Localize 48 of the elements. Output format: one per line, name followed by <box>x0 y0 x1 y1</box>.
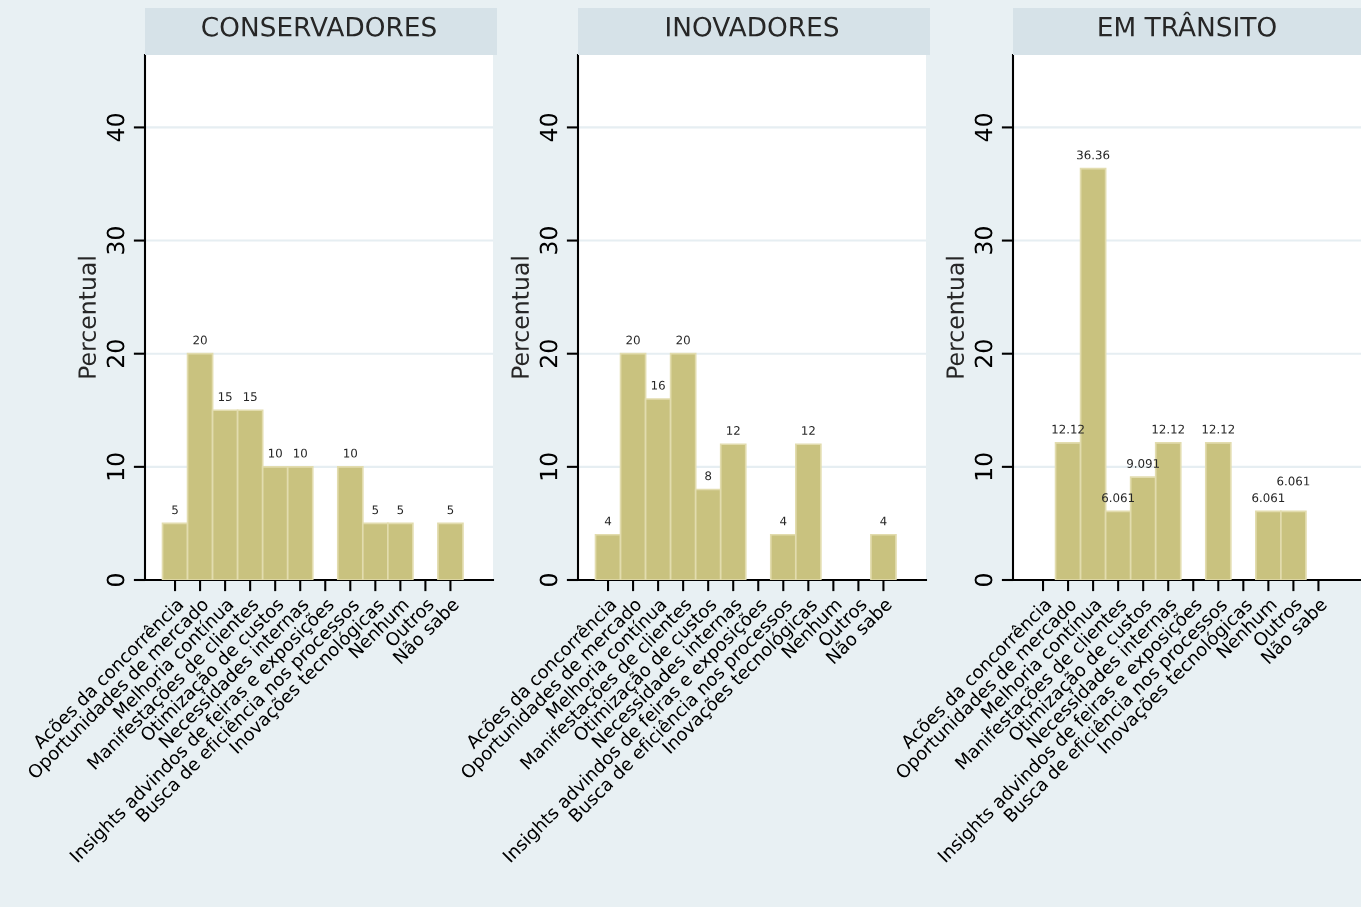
data-label: 6.061 <box>1252 493 1285 503</box>
y-tick-label: 30 <box>974 227 993 254</box>
bar <box>870 533 897 580</box>
data-label: 6.061 <box>1277 476 1310 486</box>
y-tick-label: 0 <box>974 574 993 586</box>
data-label: 4 <box>880 516 887 526</box>
y-axis-title: Percentual <box>510 257 530 378</box>
data-label: 15 <box>218 392 232 402</box>
data-label: 5 <box>397 505 404 515</box>
data-label: 12 <box>727 426 740 435</box>
data-label: 15 <box>243 392 257 402</box>
data-label: 5 <box>447 505 454 515</box>
y-tick-label: 10 <box>974 453 993 480</box>
y-tick-label: 40 <box>106 113 125 142</box>
y-tick-label: 0 <box>539 574 558 586</box>
chart-title: EM TRÂNSITO <box>1099 11 1276 37</box>
y-tick-label: 10 <box>106 453 125 480</box>
y-tick-label: 40 <box>974 113 993 142</box>
data-label: 20 <box>626 335 640 345</box>
data-label: 5 <box>372 505 379 515</box>
chart-title: CONSERVADORES <box>202 16 436 37</box>
y-axis-title: Percentual <box>77 257 97 378</box>
y-tick-label: 30 <box>106 227 125 254</box>
data-label: 4 <box>604 516 612 526</box>
data-label: 10 <box>344 448 358 458</box>
data-label: 12.12 <box>1202 424 1235 434</box>
y-axis-title: Percentual <box>945 257 965 378</box>
y-tick-label: 40 <box>539 113 558 142</box>
data-label: 10 <box>294 448 307 458</box>
y-tick-label: 20 <box>539 340 558 367</box>
y-tick-label: 20 <box>974 340 993 367</box>
data-label: 12.12 <box>1152 424 1184 434</box>
data-label: 20 <box>193 335 207 345</box>
data-label: 36.36 <box>1077 150 1110 160</box>
y-tick-label: 30 <box>539 227 558 254</box>
bar <box>437 522 464 580</box>
data-label: 20 <box>676 335 690 345</box>
y-tick-label: 10 <box>539 453 558 480</box>
data-label: 8 <box>705 471 712 481</box>
y-tick-label: 20 <box>106 340 125 367</box>
data-label: 5 <box>172 505 178 515</box>
data-label: 12 <box>802 426 815 435</box>
y-tick-label: 0 <box>106 574 125 586</box>
bar <box>1204 442 1232 580</box>
data-label: 16 <box>651 380 665 390</box>
data-label: 4 <box>780 516 787 526</box>
chart-title: INOVADORES <box>667 16 839 37</box>
data-label: 10 <box>268 448 282 458</box>
